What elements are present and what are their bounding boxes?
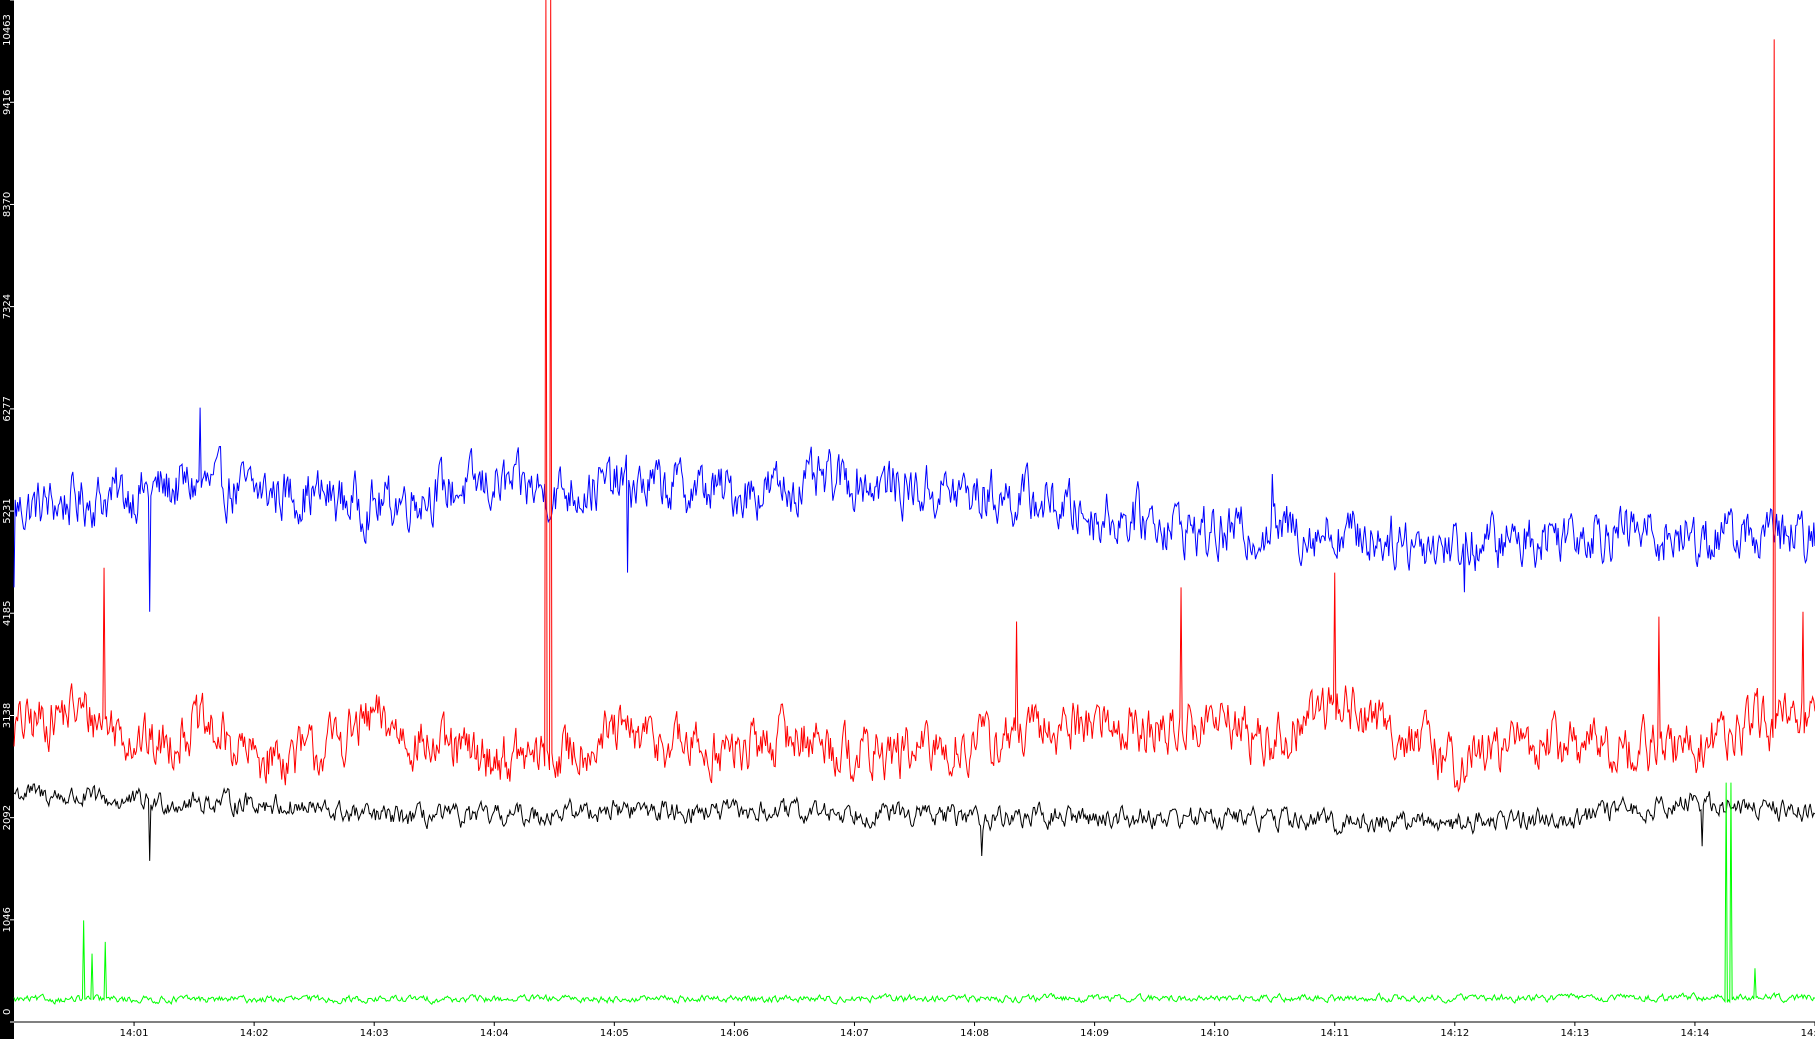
x-tick-label: 14:15	[1801, 1028, 1815, 1039]
y-tick-label: 0	[2, 1009, 13, 1015]
y-tick-label: 7324	[2, 294, 13, 319]
series-line-4	[13, 782, 1815, 1005]
x-tick-label: 14:04	[480, 1028, 509, 1039]
series-line-1	[13, 407, 1815, 612]
x-tick-label: 14:08	[960, 1028, 989, 1039]
series-line-3	[13, 783, 1815, 861]
y-axis-ticks: 0 1046 2092 3138 4185 5231 6277 7324 8370 9416 104…	[2, 0, 14, 1023]
series-group	[13, 0, 1815, 1005]
y-tick-label: 4185	[2, 600, 13, 625]
x-tick-label: 14:14	[1681, 1028, 1710, 1039]
x-tick-label: 14:11	[1320, 1028, 1349, 1039]
x-tick-label: 14:05	[600, 1028, 629, 1039]
y-tick-label: 6277	[2, 396, 13, 421]
y-tick-label: 1046	[2, 907, 13, 932]
x-tick-label: 14:13	[1560, 1028, 1589, 1039]
x-axis-ticks: 14:01 14:02 14:03 14:04 14:05 14:06 14:07 14:08…	[120, 1022, 1815, 1039]
x-tick-label: 14:07	[840, 1028, 869, 1039]
y-tick-label: 8370	[2, 192, 13, 217]
x-tick-label: 14:01	[120, 1028, 149, 1039]
y-tick-label: 2092	[2, 805, 13, 830]
x-tick-label: 14:12	[1440, 1028, 1469, 1039]
y-tick-label: 10463	[2, 14, 13, 46]
x-tick-label: 14:03	[360, 1028, 389, 1039]
x-tick-label: 14:06	[720, 1028, 749, 1039]
x-tick-label: 14:09	[1080, 1028, 1109, 1039]
series-line-2	[13, 0, 1815, 793]
x-tick-label: 14:10	[1200, 1028, 1229, 1039]
y-tick-label: 5231	[2, 498, 13, 523]
y-tick-label: 9416	[2, 90, 13, 115]
x-tick-label: 14:02	[240, 1028, 269, 1039]
y-axis-strip	[0, 0, 14, 1039]
y-tick-label: 3138	[2, 703, 13, 728]
